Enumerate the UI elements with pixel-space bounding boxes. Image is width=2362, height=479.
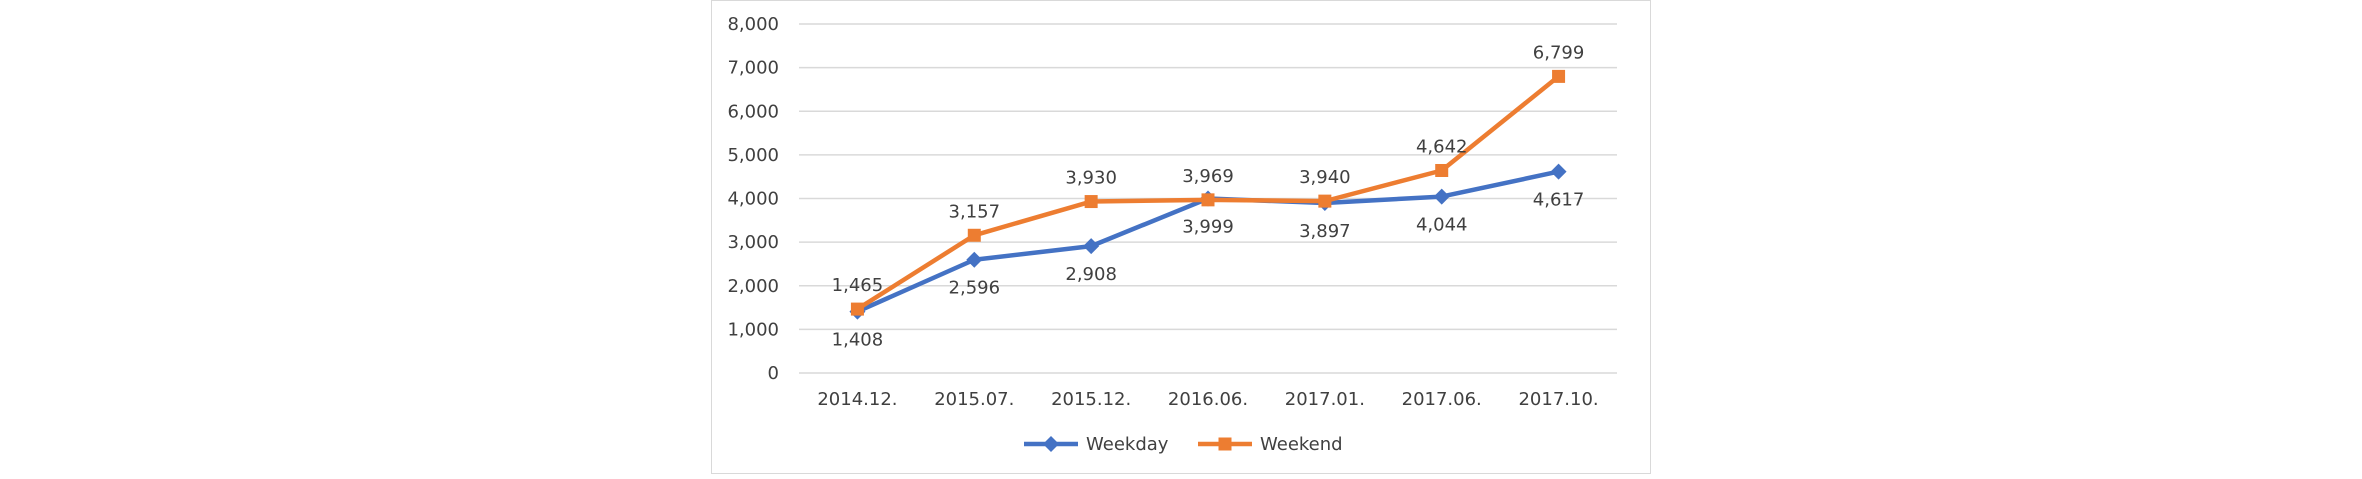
series-group [849, 69, 1567, 320]
data-label-weekend: 3,157 [949, 201, 1001, 222]
data-label-weekend: 4,642 [1416, 136, 1468, 157]
y-tick-label: 8,000 [727, 14, 779, 35]
diamond-marker [1433, 188, 1450, 205]
x-tick-label: 2016.06. [1168, 389, 1248, 410]
data-label-weekday: 4,044 [1416, 215, 1468, 236]
x-tick-label: 2015.12. [1051, 389, 1131, 410]
y-tick-label: 2,000 [727, 276, 779, 297]
square-marker [1084, 195, 1098, 209]
y-tick-label: 4,000 [727, 189, 779, 210]
data-label-weekend: 3,940 [1299, 167, 1351, 188]
data-label-weekday: 1,408 [832, 330, 884, 351]
data-label-weekday: 2,596 [949, 278, 1001, 299]
x-axis: 2014.12. 2015.07. 2015.12. 2016.06. 2017.01.… [817, 389, 1598, 410]
square-marker [1201, 193, 1215, 207]
data-label-weekday: 3,897 [1299, 221, 1351, 242]
square-marker [1318, 194, 1332, 208]
y-tick-label: 7,000 [727, 58, 779, 79]
x-tick-label: 2017.01. [1285, 389, 1365, 410]
data-label-weekend: 1,465 [832, 275, 884, 296]
diamond-marker [1550, 163, 1567, 180]
data-label-weekday: 4,617 [1533, 190, 1585, 211]
y-axis: 0 1,000 2,000 3,000 4,000 5,000 6,000 7,000 8,00… [727, 14, 779, 384]
y-tick-label: 3,000 [727, 232, 779, 253]
square-marker [850, 302, 864, 316]
data-label-weekend: 6,799 [1533, 42, 1585, 63]
data-labels: 1,408 2,596 2,908 3,999 3,897 4,044 4,617 1,465… [832, 42, 1585, 350]
diamond-marker [1043, 436, 1059, 452]
square-marker [967, 228, 981, 242]
square-marker [1218, 437, 1232, 451]
y-tick-label: 0 [768, 363, 779, 384]
y-tick-label: 5,000 [727, 145, 779, 166]
square-marker [1552, 69, 1566, 83]
legend-label-weekday: Weekday [1086, 434, 1169, 455]
y-tick-label: 1,000 [727, 319, 779, 340]
x-tick-label: 2014.12. [817, 389, 897, 410]
x-tick-label: 2017.06. [1402, 389, 1482, 410]
legend-label-weekend: Weekend [1260, 434, 1343, 455]
legend: Weekday Weekend [1024, 434, 1343, 455]
square-marker [1435, 163, 1449, 177]
x-tick-label: 2015.07. [934, 389, 1014, 410]
data-label-weekend: 3,969 [1182, 166, 1234, 187]
data-label-weekend: 3,930 [1065, 168, 1117, 189]
data-label-weekday: 3,999 [1182, 217, 1234, 238]
data-label-weekday: 2,908 [1065, 264, 1117, 285]
x-tick-label: 2017.10. [1518, 389, 1598, 410]
diamond-marker [966, 251, 983, 268]
diamond-marker [1083, 238, 1100, 255]
chart-frame: 0 1,000 2,000 3,000 4,000 5,000 6,000 7,000 8,00… [711, 0, 1651, 474]
y-tick-label: 6,000 [727, 101, 779, 122]
line-chart: 0 1,000 2,000 3,000 4,000 5,000 6,000 7,000 8,00… [727, 14, 1617, 455]
